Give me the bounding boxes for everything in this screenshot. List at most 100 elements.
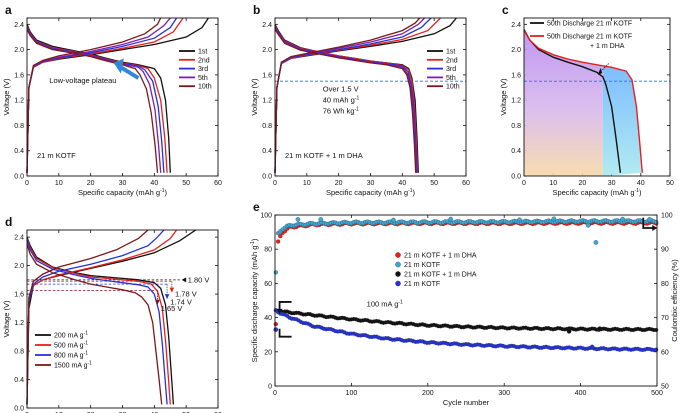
panel-d: d01020304050600.00.40.81.21.62.02.4Speci…: [2, 215, 222, 413]
voltage-label: 1.78 V: [175, 290, 197, 299]
x-tick-label: 30: [608, 180, 616, 187]
y2-tick-label: 50: [661, 384, 669, 391]
data-point-outlier: [551, 216, 557, 222]
y-axis-label: Voltage (V): [499, 78, 508, 116]
x-tick-label: 50: [182, 180, 190, 187]
legend-marker: [395, 280, 401, 287]
electrolyte-note: 21 m KOTF: [37, 151, 76, 160]
right-axis-indicator: [642, 217, 654, 229]
panel-b: b 0 10 20 30 40 50 60 0.0 0.4 0.8 1.2 1.6 2.0 2.4 Speci…: [250, 3, 470, 197]
y-tick-label: 0.8: [262, 123, 272, 130]
series-charge-1500-ma-g-1: [26, 229, 149, 405]
x-tick-label: 0: [273, 180, 277, 187]
data-point: [654, 219, 659, 225]
series-2: [273, 308, 659, 334]
x-tick-label: 10: [55, 180, 63, 187]
legend-label: 1st: [446, 49, 455, 56]
y2-tick-label: 90: [661, 247, 669, 254]
series-discharge-10th: [274, 29, 417, 173]
data-point-outlier: [295, 217, 301, 222]
x-tick-label: 50: [666, 180, 674, 187]
x-tick-label: 100: [346, 390, 358, 397]
x-tick-label: 0: [25, 180, 29, 187]
x-tick-label: 0: [522, 180, 526, 187]
y-tick-label: 0.8: [14, 123, 24, 130]
x-tick-label: 10: [549, 180, 557, 187]
y-tick-label: 0.4: [14, 148, 24, 155]
y-tick-label: 0.0: [14, 406, 24, 413]
y-tick-label: 1.2: [14, 320, 24, 327]
series-discharge-1st: [26, 24, 171, 173]
series-3: [273, 308, 659, 353]
energy-annotation: 40 mAh g-1: [323, 95, 360, 104]
y-tick-label: 1.6: [511, 72, 521, 79]
y-axis-label: Voltage (V): [2, 78, 11, 116]
y-tick-label: 0.8: [511, 123, 521, 130]
y-tick-label: 40: [264, 315, 272, 322]
series-charge-1st: [26, 17, 209, 173]
panel-label-c: c: [502, 3, 509, 17]
x-tick-label: 10: [303, 180, 311, 187]
x-tick-label: 300: [498, 390, 510, 397]
series-charge-10th: [274, 17, 421, 173]
x-tick-label: 40: [637, 180, 645, 187]
y2-axis-label: Coulombic efficiency (%): [670, 259, 679, 342]
y-tick-label: 2.4: [262, 22, 272, 29]
data-point-outlier: [517, 217, 522, 223]
series-charge-500-ma-g-1: [26, 229, 178, 405]
x-tick-label: 40: [398, 180, 406, 187]
y-axis-label: Voltage (V): [250, 78, 259, 116]
y-tick-label: 0.0: [262, 174, 272, 181]
y-tick-label: 0.0: [14, 174, 24, 181]
y-tick-label: 2.0: [511, 47, 521, 54]
shift-arrow-head: [597, 67, 603, 75]
y-tick-label: 1.6: [262, 72, 272, 79]
x-tick-label: 20: [87, 180, 95, 187]
voltage-label: 1.80 V: [188, 275, 210, 284]
left-axis-indicator: [278, 328, 292, 338]
y-tick-label: 100: [260, 213, 272, 220]
data-point-outlier: [620, 216, 625, 222]
series-discharge-500-ma-g-1: [26, 238, 171, 405]
voltage-label: 1.65 V: [161, 304, 183, 313]
series-charge-200-ma-g-1: [26, 229, 197, 405]
plateau-arrow-shaft: [119, 65, 140, 80]
legend-label: 21 m KOTF: [404, 262, 440, 269]
x-tick-label: 30: [119, 180, 127, 187]
data-point-outlier: [448, 216, 454, 222]
data-point: [273, 270, 278, 275]
y-tick-label: 2.0: [262, 47, 272, 54]
y-tick-label: 20: [264, 349, 272, 356]
x-tick-label: 200: [422, 390, 434, 397]
panel-label-b: b: [253, 3, 260, 17]
marker-arrow: [164, 294, 170, 300]
legend-label: 2nd: [198, 57, 210, 64]
series-charge-3rd: [26, 17, 178, 173]
legend-label: 500 mA g-1: [54, 341, 88, 350]
x-axis-label: Cycle number: [443, 398, 490, 407]
plot-frame: [523, 17, 671, 177]
legend-label: 5th: [198, 75, 208, 82]
legend-label: 10th: [198, 84, 212, 91]
y-tick-label: 60: [264, 281, 272, 288]
data-point: [654, 327, 659, 333]
legend-label: 5th: [446, 75, 456, 82]
energy-annotation: Over 1.5 V: [323, 84, 359, 93]
y-tick-label: 2.4: [511, 22, 521, 29]
data-point-outlier: [585, 222, 591, 228]
legend-label: 21 m KOTF + 1 m DHA: [404, 253, 477, 260]
series-discharge-1500-ma-g-1: [26, 244, 163, 405]
discharge-curve: [523, 29, 622, 173]
y-tick-label: 0: [268, 384, 272, 391]
x-tick-label: 60: [214, 180, 222, 187]
legend-label: 50th Discharge 21 m KOTF: [547, 21, 632, 28]
data-point-outlier: [597, 326, 603, 332]
energy-annotation: 76 Wh kg-1: [323, 106, 359, 115]
y-tick-label: 1.2: [511, 98, 521, 105]
legend-marker: [395, 252, 401, 258]
y2-tick-label: 70: [661, 315, 669, 322]
plot-frame: [26, 229, 219, 409]
plateau-arrow-head: [113, 58, 124, 74]
legend-marker: [395, 261, 401, 268]
